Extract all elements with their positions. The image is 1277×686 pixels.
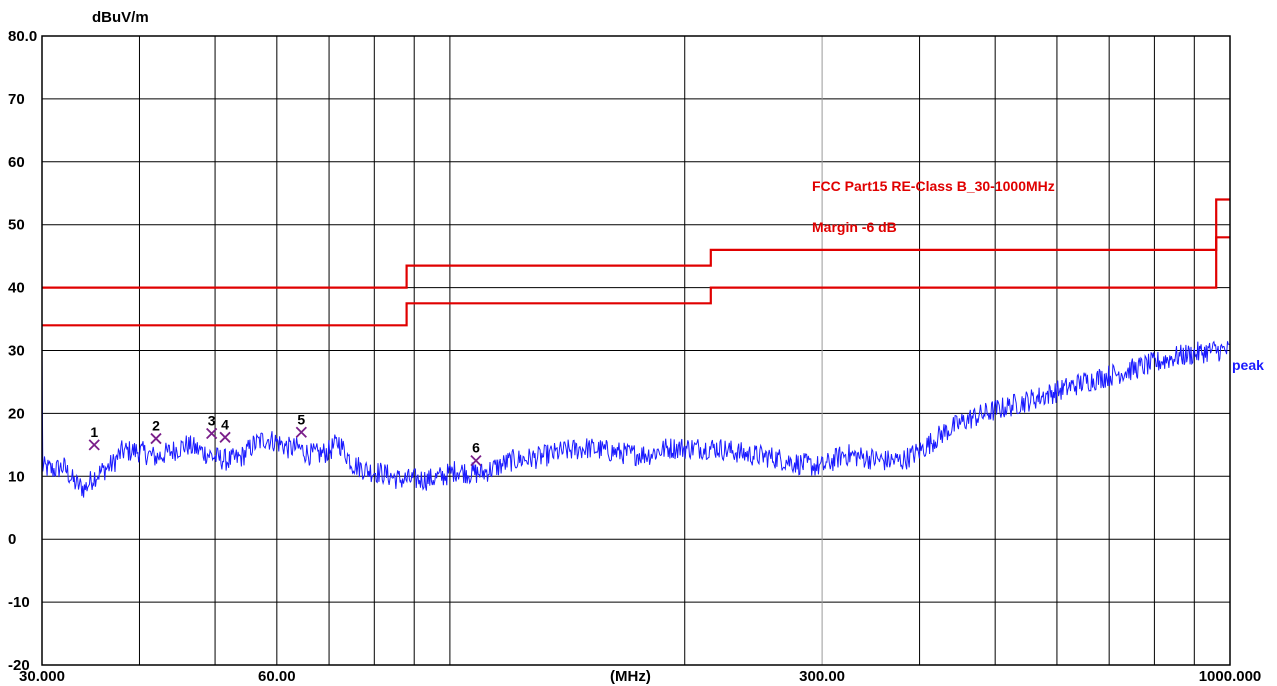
y-tick-label: 20 [8, 405, 25, 422]
y-tick-label: 80.0 [8, 28, 37, 45]
marker-number: 5 [297, 411, 305, 427]
peak-trace-line [41, 340, 1231, 498]
marker-number: 3 [208, 413, 216, 429]
marker-number: 6 [472, 440, 480, 456]
y-tick-label: 40 [8, 280, 25, 297]
y-tick-label: 10 [8, 468, 25, 485]
marker-number: 1 [90, 424, 98, 440]
x-axis-unit-label: (MHz) [610, 668, 651, 685]
marker-x [150, 432, 162, 445]
y-tick-label: -10 [8, 594, 30, 611]
x-tick-label: 300.00 [799, 668, 845, 685]
marker-x [206, 427, 218, 440]
y-tick-label: 30 [8, 343, 25, 360]
y-tick-label: 50 [8, 217, 25, 234]
trace-group [41, 340, 1231, 498]
x-tick-labels: 30.000 60.00 300.00 1000.000 [19, 668, 1261, 685]
x-tick-label: 1000.000 [1199, 668, 1262, 685]
x-tick-label: 30.000 [19, 668, 65, 685]
y-tick-label: 0 [8, 531, 16, 548]
plot-frame [41, 35, 1231, 666]
marker-x [219, 431, 231, 443]
peak-trace-label: peak [1232, 357, 1264, 373]
y-tick-label: 60 [8, 154, 25, 171]
y-axis-unit-label: dBuV/m [92, 9, 149, 26]
markers: 1 2 3 4 5 6 [88, 411, 482, 467]
limit-line [42, 236, 1230, 327]
y-tick-labels: 80.0 70 60 50 40 30 20 10 0 -10 -20 [8, 28, 37, 674]
limit-line [42, 198, 1230, 289]
marker-x [88, 439, 100, 451]
marker-x [295, 426, 307, 438]
marker-number: 2 [152, 418, 160, 434]
y-tick-label: 70 [8, 91, 25, 108]
marker-x [470, 454, 482, 467]
y-tick-label: -20 [8, 657, 30, 674]
marker-number: 4 [221, 416, 229, 432]
limit-lines [42, 198, 1230, 327]
margin-line-label: Margin -6 dB [812, 219, 897, 235]
limit-line-label: FCC Part15 RE-Class B_30-1000MHz [812, 178, 1055, 194]
x-tick-label: 60.00 [258, 668, 296, 685]
